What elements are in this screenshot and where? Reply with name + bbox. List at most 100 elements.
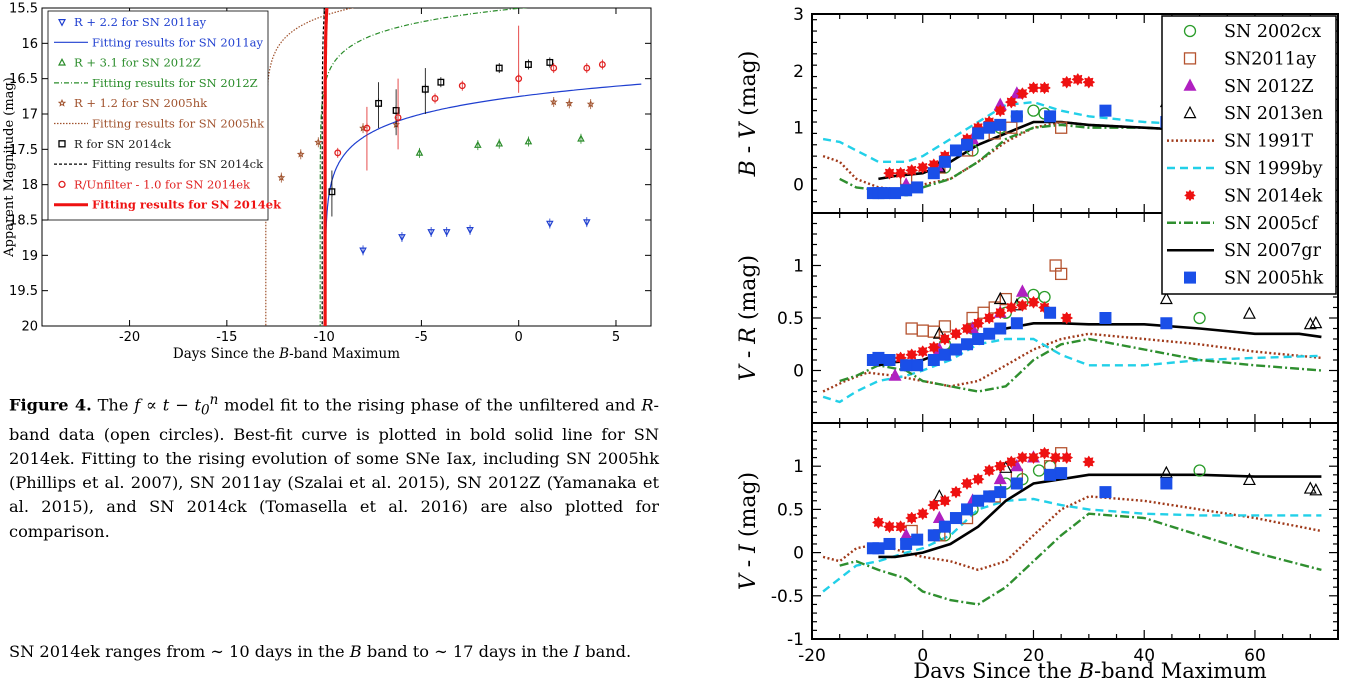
- data-point: [993, 306, 1007, 320]
- data-point: [359, 247, 367, 255]
- data-point: [328, 188, 336, 196]
- data-point: [1004, 455, 1018, 469]
- body-part-4: band.: [580, 642, 632, 661]
- data-point: [927, 167, 940, 180]
- data-point: [949, 485, 963, 499]
- caption-part-3: n: [209, 392, 219, 408]
- y-tick-label: 16.5: [9, 72, 38, 87]
- data-point: [398, 234, 406, 242]
- legend-marker: [58, 140, 66, 148]
- legend-label: R for SN 2014ck: [74, 137, 172, 151]
- data-point: [1027, 81, 1040, 95]
- fit-curve: [319, 8, 529, 326]
- legend-label: Fitting results for SN 2005hk: [92, 117, 265, 131]
- data-point: [871, 515, 885, 529]
- x-tick-label: -20: [798, 646, 826, 666]
- data-point: [1060, 451, 1074, 465]
- data-point: [1159, 291, 1173, 305]
- data-point: [905, 511, 919, 525]
- legend-label: SN 2005hk: [1224, 269, 1324, 289]
- legend-marker: [1184, 189, 1196, 202]
- data-point: [905, 348, 919, 362]
- fit-curve: [321, 8, 326, 326]
- legend-label: Fitting results for SN 2011ay: [92, 35, 264, 49]
- data-point: [1010, 317, 1023, 330]
- x-tick-label: 0: [515, 330, 523, 345]
- data-point: [524, 61, 532, 68]
- data-point: [546, 58, 554, 66]
- data-point: [949, 327, 963, 341]
- data-point: [916, 507, 930, 521]
- data-point: [1004, 301, 1018, 314]
- body-part-3: I: [573, 642, 581, 661]
- data-point: [277, 173, 286, 181]
- data-point: [999, 292, 1012, 306]
- data-point: [1055, 267, 1068, 281]
- body-part-0: SN 2014ek ranges from ∼ 10 days in the: [9, 642, 350, 661]
- data-point: [872, 351, 885, 364]
- data-point: [1032, 464, 1046, 477]
- data-point: [549, 97, 558, 106]
- data-point: [1038, 290, 1051, 304]
- data-point: [1044, 110, 1057, 123]
- legend-marker: [1184, 271, 1196, 284]
- light-curve-fit-chart: -20 -15 -10 -5 0 5 15.5 16 16.5 17 17.5 18 18.5 19 19.…: [2, 2, 652, 362]
- y-tick-label: 20: [21, 320, 38, 335]
- data-point: [883, 354, 896, 366]
- data-point: [983, 327, 996, 340]
- data-point: [983, 121, 996, 134]
- data-point: [877, 187, 890, 200]
- y-tick-label: 0.5: [777, 500, 804, 520]
- data-point: [993, 471, 1007, 485]
- data-point: [1015, 284, 1029, 297]
- legend-label: SN 1999by: [1224, 159, 1323, 179]
- y-tick-label: 2: [793, 62, 804, 82]
- legend-marker: [58, 58, 66, 66]
- y-axis-label: Apparent Magnitude (mag): [2, 77, 17, 258]
- legend-marker: [1183, 105, 1197, 119]
- x-tick-label: 0: [917, 646, 928, 666]
- x-tick-label: -10: [314, 330, 335, 345]
- legend: R + 2.2 for SN 2011ay Fitting results for…: [47, 10, 282, 221]
- legend-label: R + 2.2 for SN 2011ay: [74, 15, 207, 29]
- data-point: [1099, 486, 1112, 499]
- plot-frame: [41, 7, 652, 327]
- data-point: [495, 139, 504, 147]
- caption-part-4: model fit to the rising phase of the unf…: [218, 395, 642, 415]
- legend-marker: [58, 19, 66, 27]
- legend-label: SN 2005cf: [1224, 214, 1319, 234]
- data-point: [961, 138, 974, 151]
- data-point: [994, 322, 1007, 335]
- data-point: [916, 161, 930, 174]
- panel-plot-area: [822, 446, 1323, 606]
- figure-label: Figure 4.: [9, 395, 92, 415]
- data-point: [938, 332, 952, 346]
- model-curve: [822, 495, 1322, 572]
- figure-caption: Figure 4. The f ∝ t − t0n model fit to t…: [9, 388, 659, 544]
- model-curve: [839, 337, 1322, 393]
- y-tick-label: 18.5: [9, 214, 38, 229]
- legend-label: SN 2007gr: [1224, 241, 1322, 261]
- data-point: [1060, 75, 1074, 89]
- y-tick-label: 17: [21, 108, 38, 123]
- legend-marker: [1183, 78, 1197, 91]
- data-point: [415, 148, 424, 156]
- data-point: [889, 187, 902, 200]
- model-curve: [822, 332, 1322, 393]
- plot-area: [265, 8, 642, 326]
- x-tick-label: 20: [1023, 646, 1045, 666]
- data-point: [550, 64, 558, 72]
- data-point: [375, 99, 383, 107]
- data-point: [474, 140, 482, 148]
- legend-label: SN 2014ek: [1224, 186, 1323, 206]
- data-point: [949, 512, 962, 525]
- legend-label: Fitting results for SN 2014ek: [92, 198, 282, 212]
- data-point: [960, 322, 974, 335]
- y-tick-label: 1: [793, 257, 804, 277]
- legend: SN 2002cx SN2011ay SN 2012Z SN 2013en SN 199…: [1161, 15, 1337, 295]
- data-point: [911, 533, 924, 546]
- model-curve: [822, 497, 1322, 593]
- legend-box: [1161, 15, 1337, 295]
- data-point: [994, 118, 1007, 131]
- data-point: [392, 107, 400, 114]
